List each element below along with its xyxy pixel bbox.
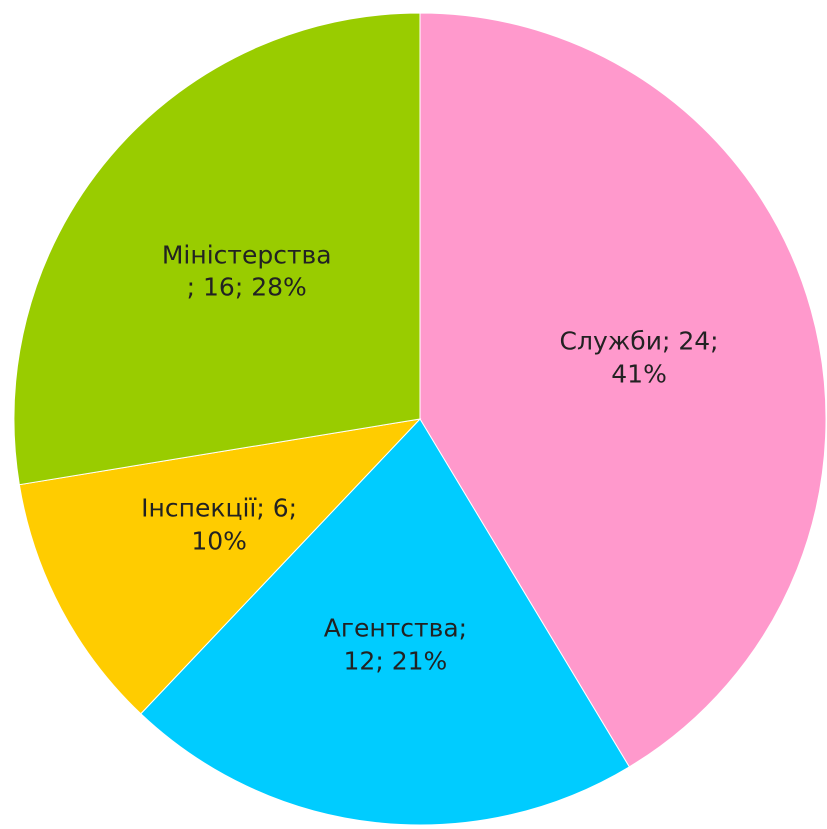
pie-slice xyxy=(419,12,827,768)
data-label: Міністерства; 16; 28% xyxy=(161,240,332,302)
pie-slice xyxy=(140,418,631,826)
data-label: Агентства; 12; 21% xyxy=(323,613,468,676)
data-label: Служби; 24; 41% xyxy=(559,326,719,389)
pie-slice xyxy=(18,418,422,715)
pie-slice xyxy=(13,12,421,486)
data-label: Інспекції; 6; 10% xyxy=(141,493,298,556)
